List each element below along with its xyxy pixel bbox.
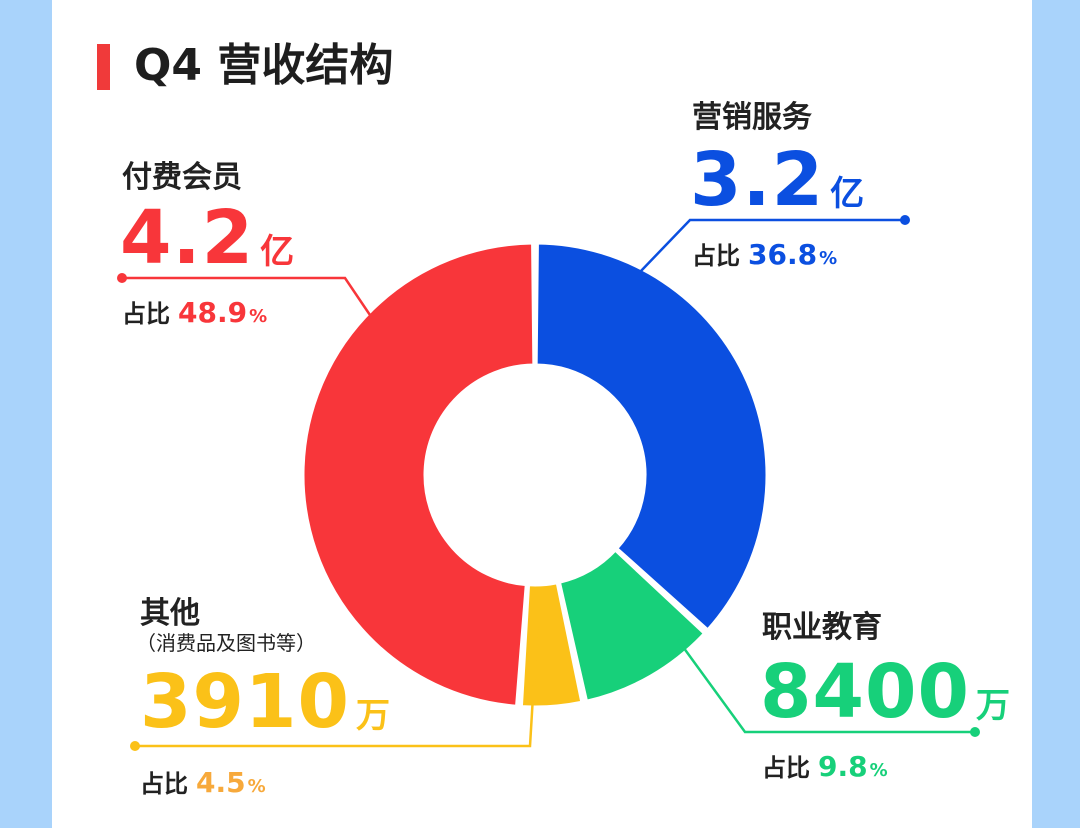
leader-dot-2 [130, 741, 140, 751]
label-membership-value: 4.2 亿 [120, 198, 295, 292]
donut-slice-2 [519, 580, 584, 709]
label-education-name: 职业教育 [762, 610, 882, 645]
label-marketing-name: 营销服务 [692, 100, 812, 135]
marketing-share-label: 占比 [692, 242, 740, 270]
education-value-unit: 万 [975, 686, 1011, 726]
leader-line-3 [122, 276, 374, 319]
marketing-share-number: 36.8 [748, 238, 818, 271]
label-other-value: 3910 万 [140, 662, 391, 756]
membership-share-pct: % [249, 306, 268, 327]
title-accent-bar [97, 44, 110, 90]
other-share-label: 占比 [140, 770, 188, 798]
marketing-value-number: 3.2 [690, 137, 825, 223]
education-value-number: 8400 [760, 649, 970, 735]
leader-line-2 [135, 611, 540, 748]
label-marketing-value: 3.2 亿 [690, 140, 865, 234]
label-membership-share: 占比 48.9% [122, 298, 267, 332]
chart-title: Q4 营收结构 [134, 40, 394, 91]
membership-share-number: 48.9 [178, 296, 248, 329]
label-other-name: 其他 [140, 596, 200, 631]
label-education-share: 占比 9.8% [762, 752, 888, 786]
donut-slice-1 [557, 548, 707, 703]
leader-line-1 [676, 639, 975, 734]
label-education-value: 8400 万 [760, 652, 1011, 746]
donut-slice-0 [534, 241, 769, 632]
marketing-share-pct: % [819, 248, 838, 269]
label-other-note: （消费品及图书等） [136, 631, 316, 655]
education-share-label: 占比 [762, 754, 810, 782]
other-value-number: 3910 [140, 659, 350, 745]
other-value-unit: 万 [355, 696, 391, 736]
leader-dot-1 [970, 727, 980, 737]
membership-value-unit: 亿 [260, 232, 296, 272]
other-share-pct: % [247, 776, 266, 797]
label-membership-name: 付费会员 [122, 160, 242, 195]
other-share-number: 4.5 [196, 766, 246, 799]
label-marketing-share: 占比 36.8% [692, 240, 837, 274]
leader-dot-0 [900, 215, 910, 225]
membership-value-number: 4.2 [120, 195, 255, 281]
education-share-number: 9.8 [818, 750, 868, 783]
education-share-pct: % [869, 760, 888, 781]
leader-dot-3 [117, 273, 127, 283]
membership-share-label: 占比 [122, 300, 170, 328]
leader-line-0 [639, 218, 905, 273]
donut-slice-3 [301, 241, 536, 708]
label-other-share: 占比 4.5% [140, 768, 266, 802]
marketing-value-unit: 亿 [830, 174, 866, 214]
